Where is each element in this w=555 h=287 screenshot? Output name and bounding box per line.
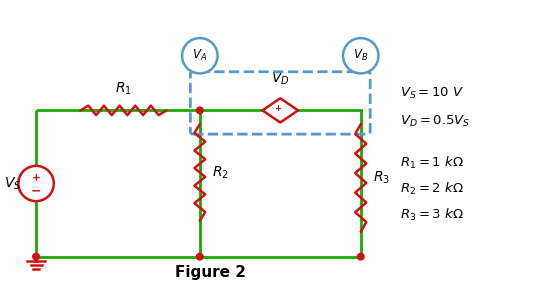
Text: $V_A$: $V_A$: [192, 48, 208, 63]
Text: $R_2 = 2\ k\Omega$: $R_2 = 2\ k\Omega$: [400, 181, 463, 197]
Text: +: +: [32, 173, 41, 183]
Text: $R_3 = 3\ k\Omega$: $R_3 = 3\ k\Omega$: [400, 207, 463, 223]
Circle shape: [357, 253, 364, 260]
Text: $V_B$: $V_B$: [353, 48, 369, 63]
Text: $V_S = 10\ V$: $V_S = 10\ V$: [400, 86, 464, 101]
Circle shape: [343, 38, 379, 73]
Circle shape: [33, 253, 39, 260]
Text: $R_3$: $R_3$: [373, 170, 390, 186]
Circle shape: [196, 253, 203, 260]
Circle shape: [182, 38, 218, 73]
Text: −: −: [31, 184, 41, 197]
Text: $V_D = 0.5V_S$: $V_D = 0.5V_S$: [400, 114, 470, 129]
Text: $R_1 = 1\ k\Omega$: $R_1 = 1\ k\Omega$: [400, 155, 463, 171]
Circle shape: [18, 166, 54, 201]
Text: $V_S$: $V_S$: [4, 175, 22, 192]
Polygon shape: [263, 98, 298, 123]
Text: $R_1$: $R_1$: [115, 80, 132, 97]
Text: +: +: [274, 104, 281, 113]
Circle shape: [196, 107, 203, 114]
Text: Figure 2: Figure 2: [175, 265, 246, 280]
Text: $V_D$: $V_D$: [271, 71, 290, 87]
Text: $R_2$: $R_2$: [212, 164, 229, 181]
